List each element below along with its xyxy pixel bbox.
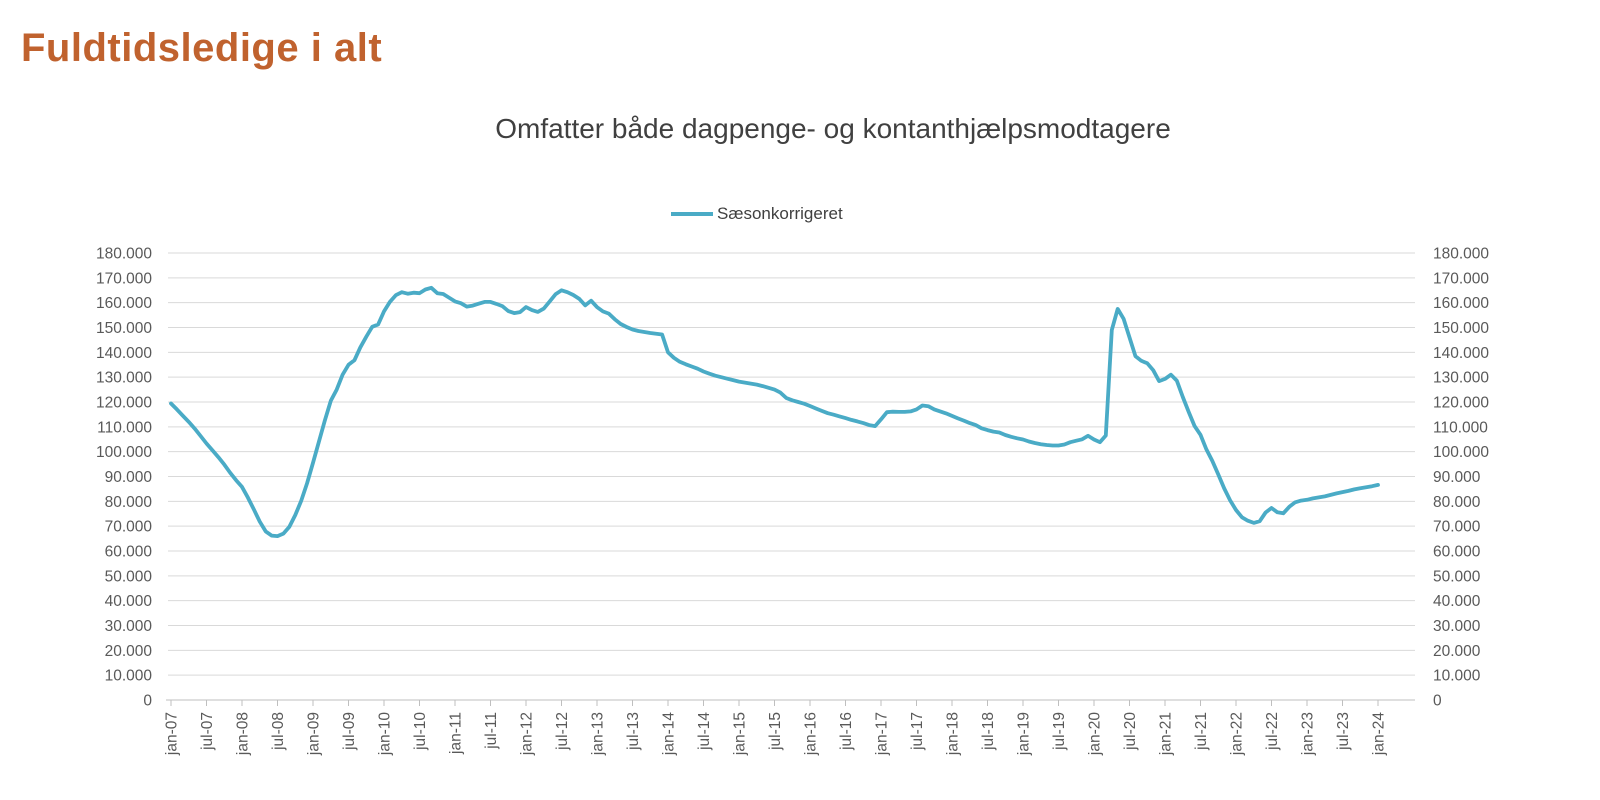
x-axis-label: jul-08 <box>270 712 287 751</box>
y-axis-label-right: 60.000 <box>1433 544 1481 561</box>
x-axis-label: jan-11 <box>448 712 465 755</box>
x-axis-label: jul-19 <box>1051 712 1068 751</box>
y-axis-label-right: 30.000 <box>1433 618 1481 635</box>
x-axis-label: jul-18 <box>980 712 997 751</box>
y-axis-label-right: 80.000 <box>1433 494 1481 511</box>
x-axis-label: jul-12 <box>554 712 571 751</box>
y-axis-label-left: 50.000 <box>105 568 153 585</box>
y-axis-label-left: 20.000 <box>105 643 153 660</box>
y-axis-label-left: 70.000 <box>105 519 153 536</box>
y-axis-label-right: 50.000 <box>1433 568 1481 585</box>
x-axis-label: jul-21 <box>1193 712 1210 751</box>
y-axis-label-left: 140.000 <box>96 345 152 362</box>
x-axis-label: jan-14 <box>661 712 678 756</box>
x-axis-label: jul-13 <box>625 712 642 751</box>
x-axis-label: jul-09 <box>341 712 358 751</box>
x-axis-label: jul-23 <box>1335 712 1352 751</box>
y-axis-label-right: 160.000 <box>1433 295 1489 312</box>
y-axis-label-left: 160.000 <box>96 295 152 312</box>
y-axis-label-right: 90.000 <box>1433 469 1481 486</box>
y-axis-label-left: 80.000 <box>105 494 153 511</box>
x-axis-label: jan-17 <box>874 712 891 756</box>
x-axis-label: jan-13 <box>590 712 607 756</box>
y-axis-label-right: 20.000 <box>1433 643 1481 660</box>
y-axis-label-right: 40.000 <box>1433 593 1481 610</box>
legend-label: Sæsonkorrigeret <box>717 204 843 223</box>
x-axis-label: jan-21 <box>1158 712 1175 756</box>
y-axis-label-left: 90.000 <box>105 469 153 486</box>
legend: Sæsonkorrigeret <box>671 204 843 224</box>
x-axis-label: jul-20 <box>1122 712 1139 751</box>
y-axis-label-right: 0 <box>1433 693 1442 710</box>
x-axis-label: jan-18 <box>945 712 962 756</box>
y-axis-label-right: 170.000 <box>1433 270 1489 287</box>
y-axis-label-left: 150.000 <box>96 320 152 337</box>
x-axis-label: jan-20 <box>1087 712 1104 756</box>
x-axis-label: jul-10 <box>412 712 429 751</box>
x-axis-label: jan-12 <box>519 712 536 756</box>
y-axis-label-right: 70.000 <box>1433 519 1481 536</box>
y-axis-label-left: 120.000 <box>96 395 152 412</box>
x-axis-label: jan-09 <box>306 712 323 756</box>
x-axis-label: jan-08 <box>235 712 252 756</box>
y-axis-label-left: 60.000 <box>105 544 153 561</box>
y-axis-label-right: 120.000 <box>1433 395 1489 412</box>
chart-subtitle: Omfatter både dagpenge- og kontanthjælps… <box>495 113 1171 144</box>
x-axis-label: jan-22 <box>1229 712 1246 756</box>
page-title: Fuldtidsledige i alt <box>21 26 383 70</box>
x-axis-label: jul-11 <box>483 712 500 750</box>
y-axis-label-left: 130.000 <box>96 370 152 387</box>
x-axis-label: jul-07 <box>199 712 216 751</box>
x-axis-label: jul-17 <box>909 712 926 751</box>
y-axis-label-right: 10.000 <box>1433 668 1481 685</box>
y-axis-label-left: 30.000 <box>105 618 153 635</box>
y-axis-label-right: 180.000 <box>1433 246 1489 263</box>
x-axis-label: jan-07 <box>164 712 181 756</box>
x-axis-label: jul-15 <box>767 712 784 751</box>
y-axis-label-left: 10.000 <box>105 668 153 685</box>
y-axis-label-right: 140.000 <box>1433 345 1489 362</box>
x-axis-label: jul-16 <box>838 712 855 751</box>
y-axis-label-right: 150.000 <box>1433 320 1489 337</box>
y-axis-label-left: 180.000 <box>96 246 152 263</box>
series-line-saesonkorrigeret <box>169 285 1380 538</box>
y-axis-label-left: 110.000 <box>97 419 152 436</box>
x-axis-label: jan-16 <box>803 712 820 756</box>
x-axis-label: jul-14 <box>696 712 713 751</box>
legend-line-swatch <box>671 212 713 216</box>
x-axis-label: jan-15 <box>732 712 749 756</box>
y-axis-label-right: 110.000 <box>1433 419 1488 436</box>
y-axis-label-left: 40.000 <box>105 593 153 610</box>
y-axis-label-left: 0 <box>143 693 152 710</box>
y-axis-label-left: 170.000 <box>96 270 152 287</box>
x-axis-label: jan-24 <box>1371 712 1388 756</box>
x-axis-label: jan-10 <box>377 712 394 756</box>
y-axis-label-left: 100.000 <box>96 444 152 461</box>
y-axis-label-right: 130.000 <box>1433 370 1489 387</box>
x-axis-label: jan-19 <box>1016 712 1033 756</box>
y-axis-label-right: 100.000 <box>1433 444 1489 461</box>
x-axis-label: jan-23 <box>1300 712 1317 756</box>
x-axis-label: jul-22 <box>1264 712 1281 751</box>
